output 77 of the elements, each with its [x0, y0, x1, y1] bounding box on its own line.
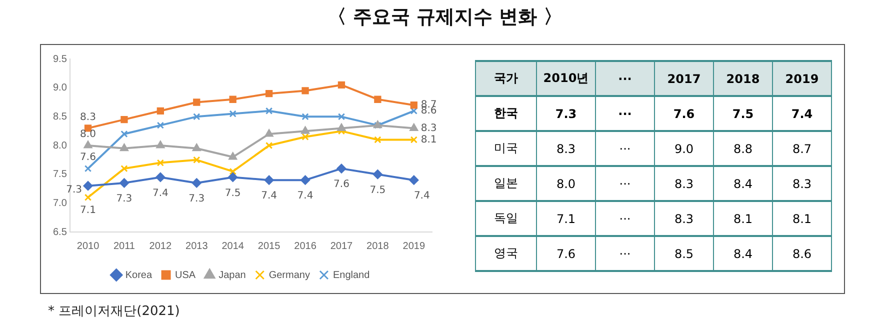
data-label: 7.6: [334, 179, 350, 190]
text: * 프레이저재단(2021): [48, 303, 180, 320]
y-tick-label: 9.5: [52, 54, 68, 65]
category-label: 2010년: [536, 61, 596, 96]
text: ···: [619, 212, 631, 226]
text: 7.3: [555, 106, 577, 120]
data-label: 7.1: [80, 204, 96, 216]
text: 7.1: [556, 212, 576, 226]
x-tick-label: 2012: [149, 240, 172, 252]
text: ···: [619, 246, 631, 260]
data-label: 7.4: [414, 190, 430, 202]
x-tick-label: 2013: [186, 240, 208, 252]
category-label: 일본: [494, 176, 518, 190]
legend-label: England: [332, 270, 370, 281]
text: 8.7: [792, 142, 812, 156]
data-label: 8.1: [420, 134, 437, 146]
text: ···: [618, 106, 632, 120]
y-tick-label: 7.0: [52, 198, 68, 209]
data-label: 8.6: [420, 105, 437, 116]
data-label: 7.4: [261, 190, 278, 202]
legend-label: Japan: [218, 270, 246, 281]
text: 8.3: [792, 176, 812, 190]
y-tick-label: 9.0: [52, 82, 68, 94]
data-label: 7.3: [116, 194, 132, 205]
text: 국가: [476, 61, 536, 96]
text: 8.1: [792, 212, 812, 226]
data-label: 7.6: [80, 152, 96, 164]
data-label: 7.4: [152, 188, 168, 199]
y-tick-label: 8.5: [52, 111, 68, 122]
category-label: 2017: [654, 61, 714, 96]
text: 8.4: [733, 176, 753, 190]
legend-label: Korea: [125, 270, 152, 281]
text: 8.1: [733, 212, 753, 226]
text: 8.3: [674, 176, 694, 190]
text: 8.0: [556, 176, 576, 190]
legend-label: Germany: [268, 270, 310, 281]
chart-title: 〈 주요국 규제지수 변화 〉: [326, 5, 564, 30]
x-tick-label: 2014: [222, 240, 244, 252]
data-label: 8.3: [80, 112, 96, 123]
category-label: 2018: [714, 61, 772, 96]
x-tick-label: 2017: [330, 240, 354, 252]
text: ···: [619, 176, 631, 190]
text: 8.3: [674, 212, 694, 226]
category-label: 영국: [494, 246, 518, 260]
text: 8.5: [674, 246, 694, 260]
category-label: ···: [596, 61, 654, 96]
text: 9.0: [674, 142, 694, 156]
data-label: 7.5: [224, 188, 241, 199]
data-label: 7.5: [370, 184, 386, 196]
y-tick-label: 6.5: [52, 226, 68, 238]
x-tick-label: 2016: [294, 240, 317, 252]
text: 7.6: [556, 246, 576, 260]
y-tick-label: 8.0: [52, 140, 68, 152]
data-label: 7.3: [188, 194, 205, 205]
text: 8.6: [792, 246, 812, 260]
text: 8.8: [733, 142, 753, 156]
x-tick-label: 2018: [366, 240, 390, 252]
legend-label: USA: [175, 270, 196, 281]
x-tick-label: 2015: [258, 240, 281, 252]
y-tick-label: 7.5: [52, 169, 68, 180]
data-label: 7.3: [66, 184, 82, 196]
data-label: 8.0: [80, 129, 96, 140]
category-label: 2019: [772, 61, 832, 96]
text: 7.4: [791, 106, 813, 120]
x-tick-label: 2010: [76, 240, 100, 252]
text: ···: [619, 142, 631, 156]
x-tick-label: 2011: [113, 240, 136, 252]
category-label: 독일: [494, 211, 518, 225]
text: 8.3: [556, 142, 576, 156]
category-label: 미국: [494, 141, 518, 155]
category-label: 한국: [494, 106, 518, 120]
text: 7.5: [732, 106, 754, 120]
text: 7.6: [673, 106, 695, 120]
x-tick-label: 2019: [402, 240, 426, 252]
data-label: 7.4: [297, 190, 314, 202]
text: 8.4: [733, 246, 753, 260]
data-label: 8.3: [420, 122, 437, 134]
